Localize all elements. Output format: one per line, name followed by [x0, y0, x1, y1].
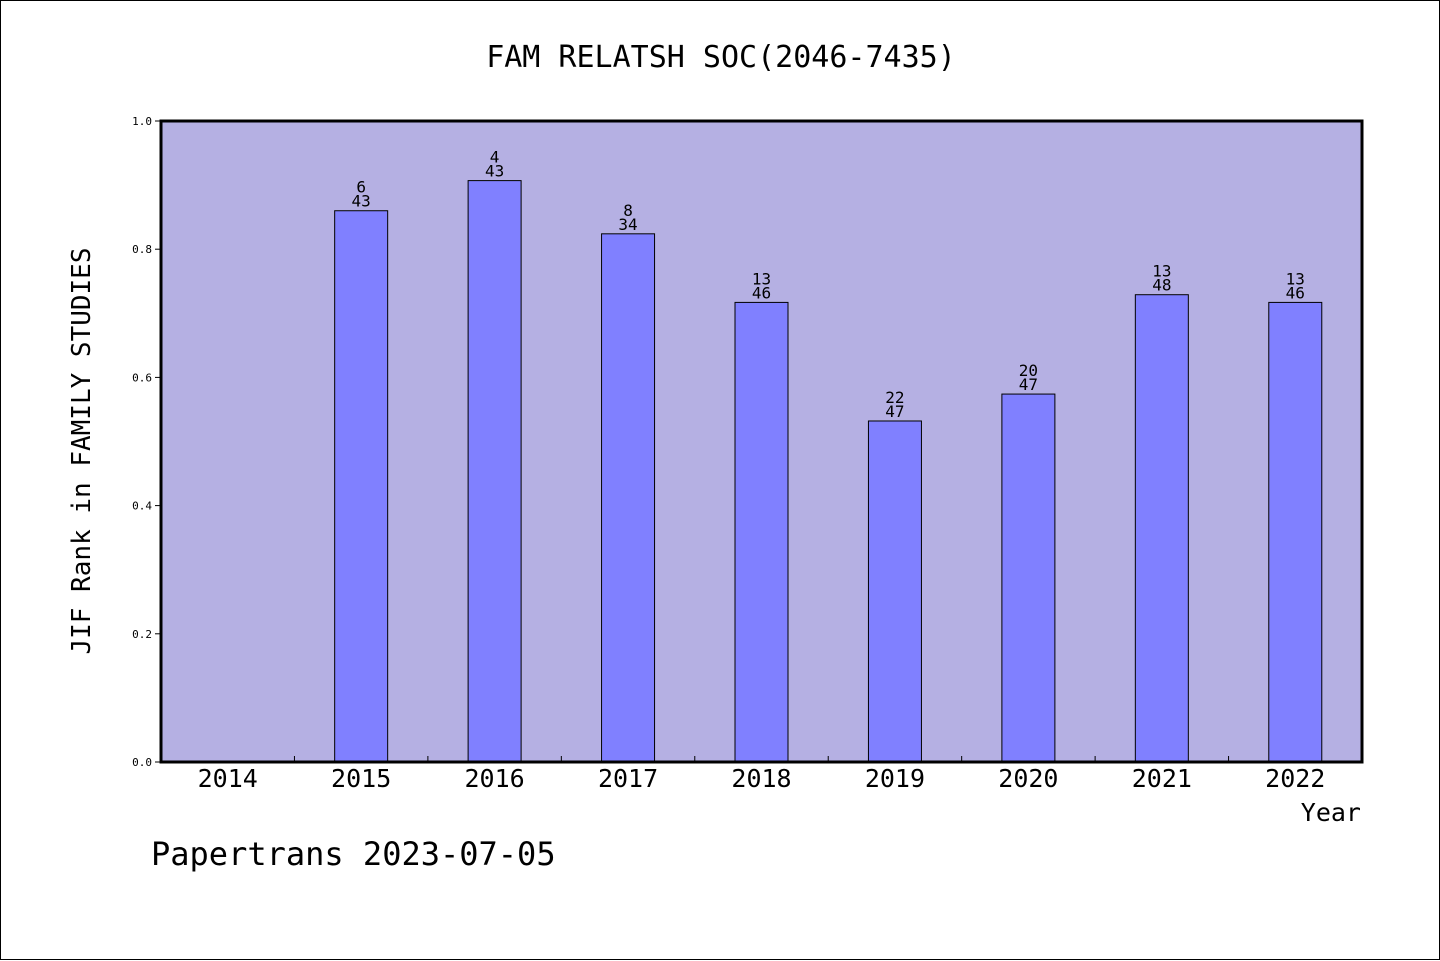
footer-credit: Papertrans 2023-07-05 [151, 835, 556, 873]
bar-total-label: 34 [618, 215, 637, 234]
x-axis-ticks: 2014 2015 2016 2017 2018 2019 2020 2021 2022 [198, 756, 1325, 793]
bar-total-label: 43 [352, 192, 371, 211]
bar-2016 [467, 180, 522, 763]
bar-rank-label: 13 [1286, 269, 1305, 288]
bars-layer [334, 180, 1323, 763]
bar-2020 [1001, 393, 1056, 763]
bar-2017 [601, 233, 656, 763]
bar-rank-label: 20 [1019, 361, 1038, 380]
y-tick-label: 0.8 [132, 243, 152, 256]
x-tick-label: 2020 [998, 764, 1058, 793]
x-tick-label: 2022 [1265, 764, 1325, 793]
bar-2015 [334, 210, 389, 763]
plot-border [159, 119, 1364, 764]
bar-total-label: 47 [885, 402, 904, 421]
bar-2019 [867, 420, 922, 763]
bar-total-label: 46 [752, 283, 771, 302]
x-axis-label: Year [1301, 798, 1361, 827]
y-tick-label: 1.0 [132, 115, 152, 128]
y-axis-label: JIF Rank in FAMILY STUDIES [67, 248, 97, 655]
bar-total-label: 48 [1152, 276, 1171, 295]
bar-rank-label: 6 [356, 178, 366, 197]
bar-rank-label: 22 [885, 388, 904, 407]
bar-total-label: 47 [1019, 375, 1038, 394]
bar-rank-label: 8 [623, 201, 633, 220]
bar-2021 [1134, 294, 1189, 763]
bar-2022 [1268, 301, 1323, 763]
x-tick-label: 2016 [465, 764, 525, 793]
x-tick-label: 2018 [731, 764, 791, 793]
bar-rank-label: 13 [1152, 262, 1171, 281]
y-tick-label: 0.4 [132, 500, 152, 513]
x-tick-label: 2019 [865, 764, 925, 793]
x-tick-label: 2021 [1132, 764, 1192, 793]
chart-title: FAM RELATSH SOC(2046-7435) [486, 40, 956, 75]
y-tick-label: 0.2 [132, 628, 152, 641]
y-tick-label: 0.6 [132, 371, 152, 384]
bar-total-label: 43 [485, 162, 504, 181]
x-tick-label: 2017 [598, 764, 658, 793]
y-tick-label: 0.0 [132, 756, 152, 769]
bar-rank-label: 4 [490, 148, 500, 167]
x-tick-label: 2015 [331, 764, 391, 793]
bar-total-label: 46 [1286, 283, 1305, 302]
bar-rank-label: 13 [752, 269, 771, 288]
y-axis-ticks: 0.0 0.2 0.4 0.6 0.8 1.0 [132, 115, 161, 769]
bar-2018 [734, 301, 789, 763]
x-tick-label: 2014 [198, 764, 258, 793]
